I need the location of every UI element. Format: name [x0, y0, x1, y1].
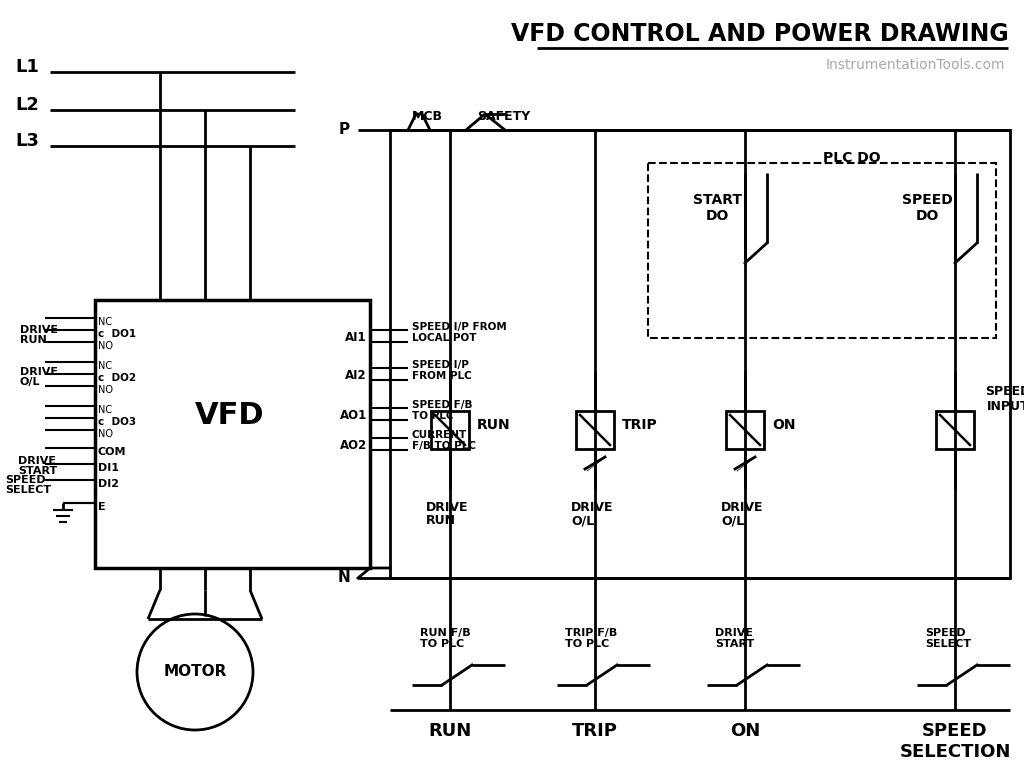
- Text: START
DO: START DO: [692, 193, 741, 223]
- Text: NC: NC: [98, 317, 112, 327]
- Text: DRIVE: DRIVE: [426, 501, 469, 514]
- Text: CURRENT: CURRENT: [412, 430, 467, 440]
- Text: TO PLC: TO PLC: [412, 411, 454, 421]
- Text: O/L: O/L: [20, 377, 41, 387]
- Bar: [648, 163, 996, 338]
- Text: DRIVE: DRIVE: [721, 501, 764, 514]
- Text: RUN F/B: RUN F/B: [420, 628, 471, 638]
- Bar: [726, 411, 764, 449]
- Text: SPEED: SPEED: [925, 628, 966, 638]
- Bar: [390, 130, 1010, 578]
- Text: N: N: [337, 570, 350, 585]
- Text: AO2: AO2: [340, 439, 367, 452]
- Bar: [431, 411, 469, 449]
- Text: TO PLC: TO PLC: [420, 639, 464, 649]
- Text: SPEED I/P: SPEED I/P: [412, 360, 469, 370]
- Text: COM: COM: [98, 447, 127, 457]
- Text: c  DO1: c DO1: [98, 329, 136, 339]
- Text: PLC DO: PLC DO: [823, 151, 881, 165]
- Text: NC: NC: [98, 361, 112, 371]
- Text: VFD: VFD: [196, 401, 265, 430]
- Text: SAFETY: SAFETY: [477, 110, 530, 123]
- Text: L3: L3: [15, 132, 39, 150]
- Text: TRIP F/B: TRIP F/B: [565, 628, 617, 638]
- Text: MOTOR: MOTOR: [163, 664, 226, 679]
- Text: SPEED
SELECTION: SPEED SELECTION: [899, 722, 1011, 761]
- Text: InstrumentationTools.com: InstrumentationTools.com: [825, 58, 1005, 72]
- Text: AI2: AI2: [345, 369, 367, 382]
- Text: TO PLC: TO PLC: [565, 639, 609, 649]
- Text: SPEED
INPUT: SPEED INPUT: [985, 385, 1024, 413]
- Text: FROM PLC: FROM PLC: [412, 371, 472, 381]
- Text: DI2: DI2: [98, 479, 119, 489]
- Text: ON: ON: [730, 722, 760, 740]
- Text: RUN: RUN: [477, 418, 511, 432]
- Text: SPEED I/P FROM: SPEED I/P FROM: [412, 322, 507, 332]
- Text: AI1: AI1: [345, 331, 367, 344]
- Text: DI1: DI1: [98, 463, 119, 473]
- Bar: [936, 411, 974, 449]
- Text: DRIVE: DRIVE: [715, 628, 753, 638]
- Text: NC: NC: [98, 405, 112, 415]
- Text: RUN: RUN: [20, 335, 47, 345]
- Text: NO: NO: [98, 341, 113, 351]
- Text: NO: NO: [98, 429, 113, 439]
- Text: DRIVE: DRIVE: [20, 325, 58, 335]
- Text: RUN: RUN: [428, 722, 472, 740]
- Text: TRIP: TRIP: [622, 418, 657, 432]
- Text: SPEED
DO: SPEED DO: [901, 193, 952, 223]
- Text: DRIVE: DRIVE: [18, 456, 56, 466]
- Text: SPEED: SPEED: [5, 475, 46, 485]
- Text: AO1: AO1: [340, 409, 367, 422]
- Text: c  DO2: c DO2: [98, 373, 136, 383]
- Text: VFD CONTROL AND POWER DRAWING: VFD CONTROL AND POWER DRAWING: [511, 22, 1009, 46]
- Text: DRIVE: DRIVE: [20, 367, 58, 377]
- Text: L1: L1: [15, 58, 39, 76]
- Text: DRIVE: DRIVE: [571, 501, 613, 514]
- Text: SPEED F/B: SPEED F/B: [412, 400, 472, 410]
- Text: SELECT: SELECT: [5, 485, 51, 495]
- Text: L2: L2: [15, 96, 39, 114]
- Text: START: START: [715, 639, 755, 649]
- Text: LOCAL POT: LOCAL POT: [412, 333, 476, 343]
- Text: P: P: [339, 122, 350, 137]
- Text: F/B TO PLC: F/B TO PLC: [412, 441, 476, 451]
- Text: O/L: O/L: [571, 514, 594, 527]
- Bar: [575, 411, 614, 449]
- Bar: [95, 300, 370, 568]
- Text: O/L: O/L: [721, 514, 744, 527]
- Text: RUN: RUN: [426, 514, 456, 527]
- Text: TRIP: TRIP: [572, 722, 617, 740]
- Text: NO: NO: [98, 385, 113, 395]
- Text: E: E: [98, 502, 105, 512]
- Text: ON: ON: [772, 418, 796, 432]
- Text: SELECT: SELECT: [925, 639, 971, 649]
- Text: c  DO3: c DO3: [98, 417, 136, 427]
- Text: MCB: MCB: [412, 110, 442, 123]
- Text: START: START: [18, 466, 57, 476]
